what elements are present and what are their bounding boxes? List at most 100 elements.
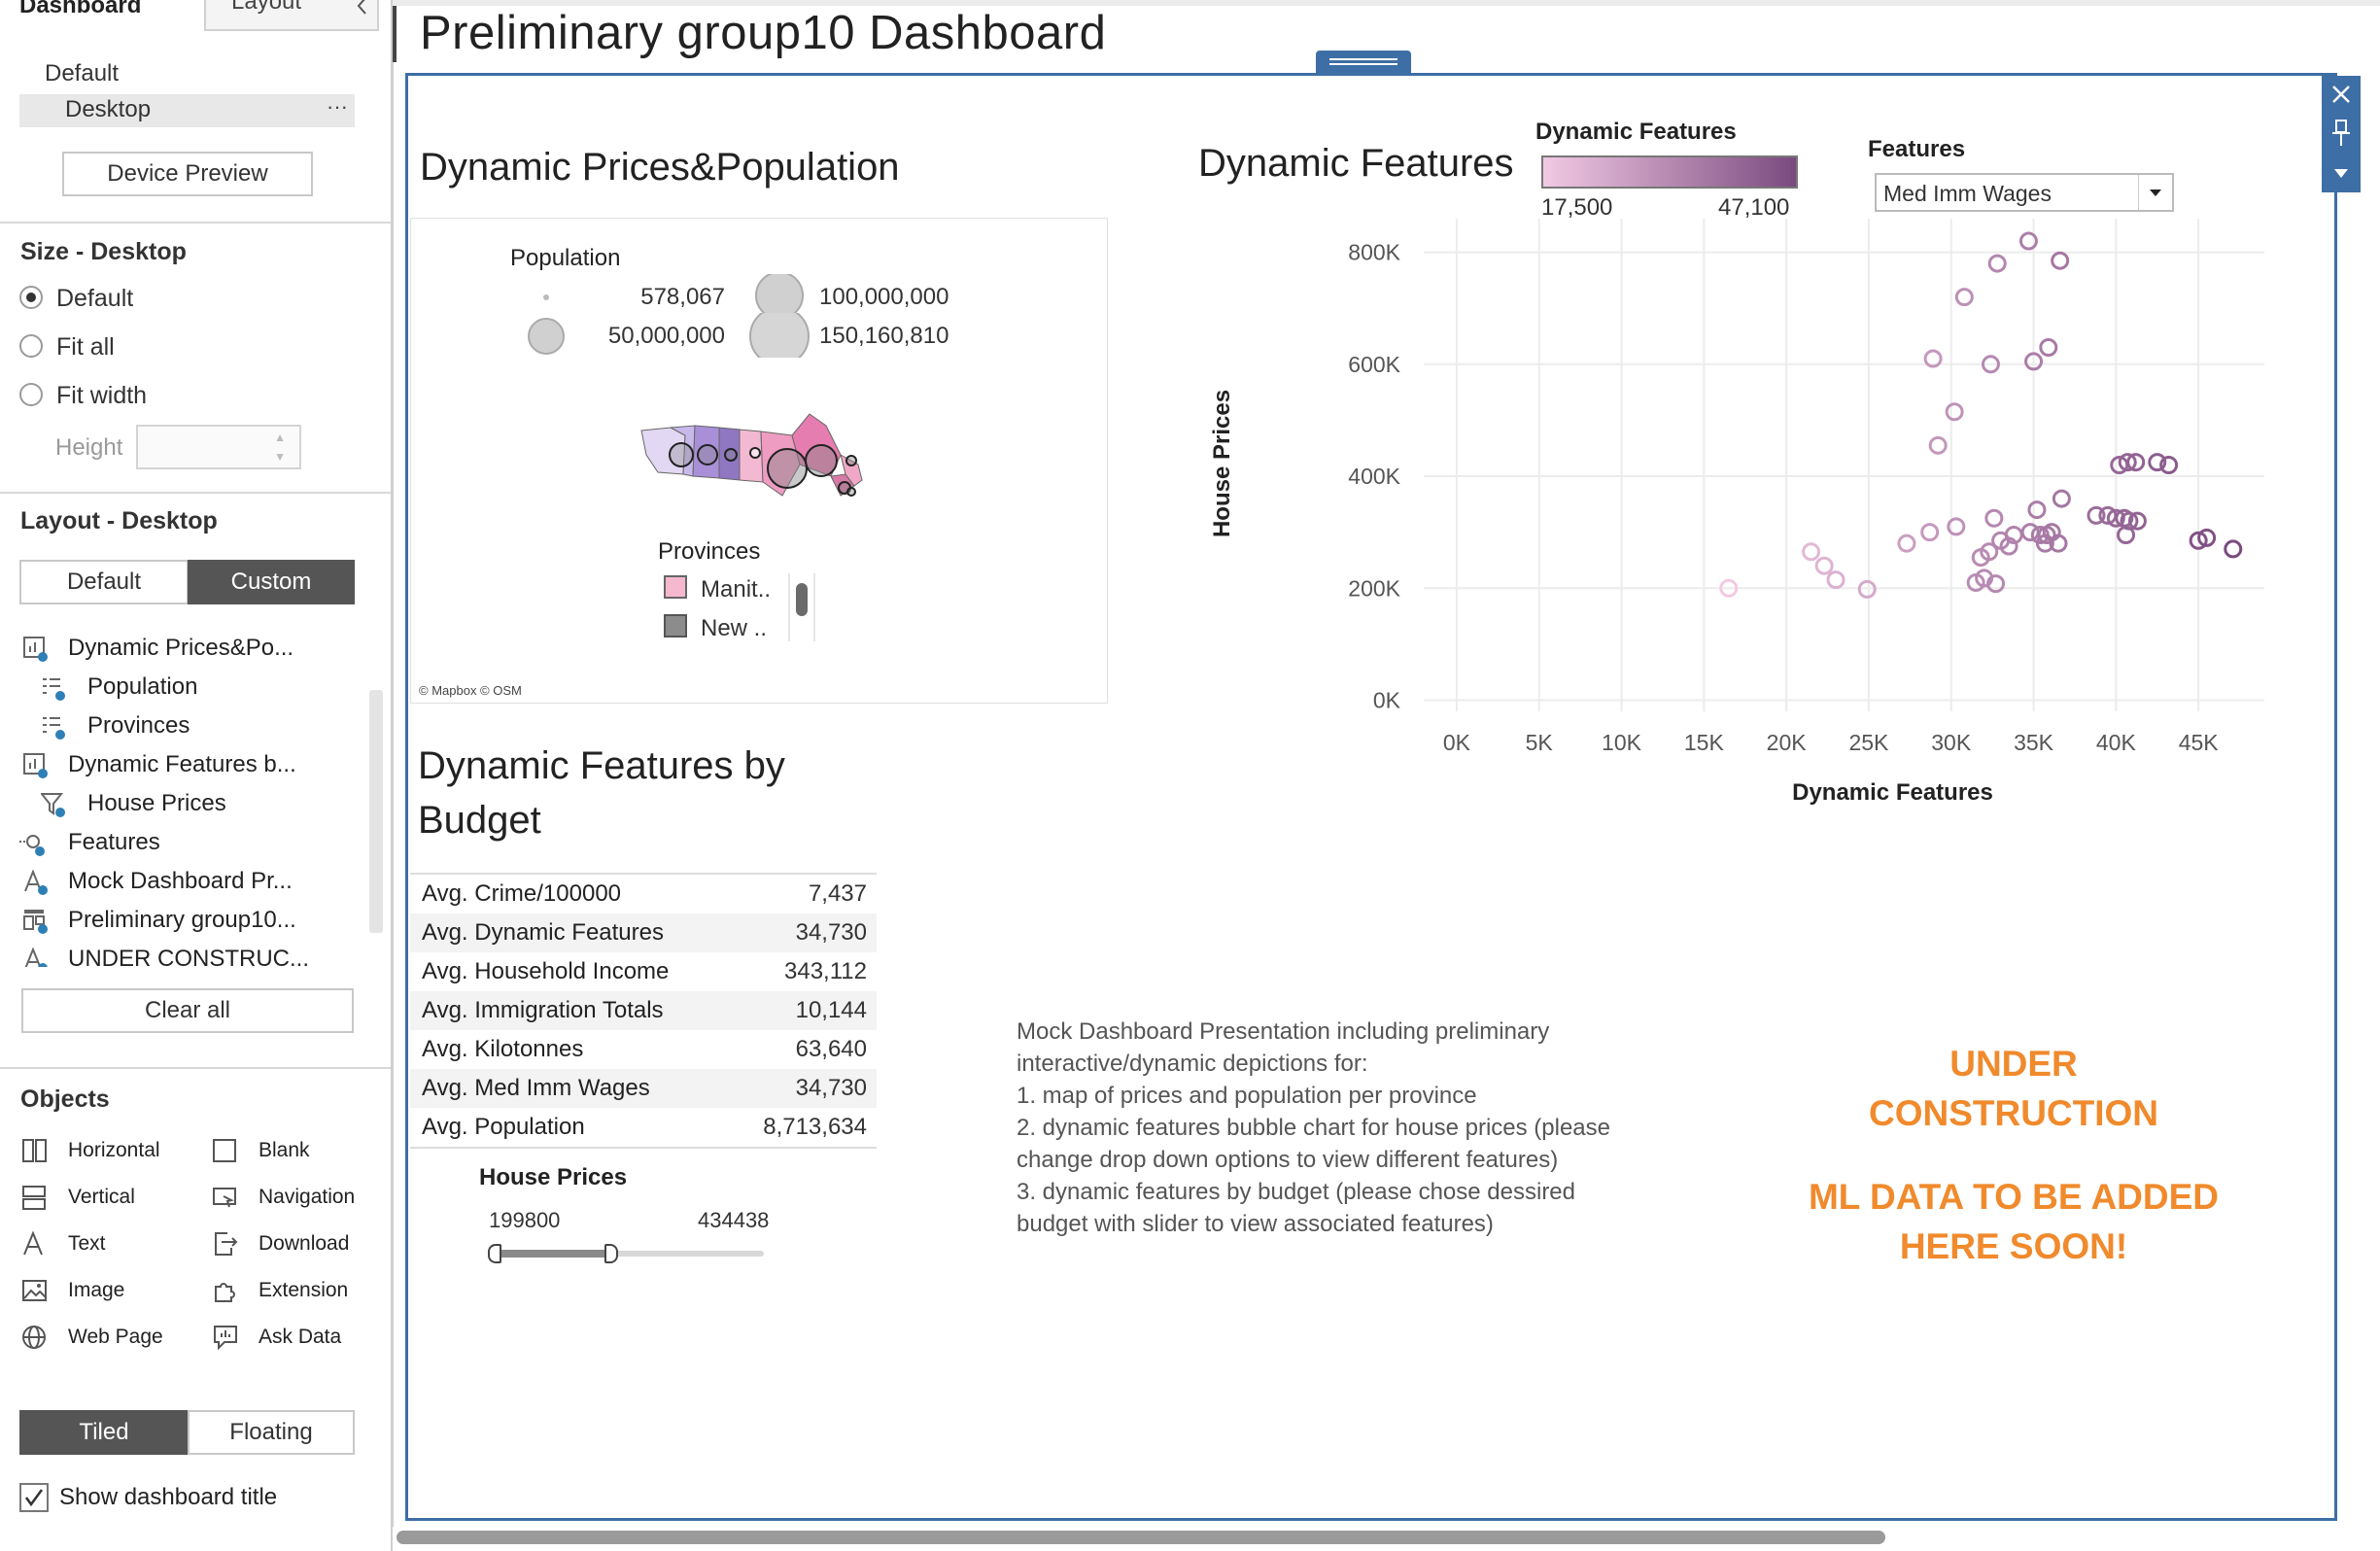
scatter-point[interactable]	[2189, 531, 2208, 550]
filter-max-value[interactable]: 434438	[698, 1208, 770, 1232]
province-legend-item[interactable]: New ..	[701, 615, 768, 641]
budget-zone-title-line1[interactable]: Dynamic Features by	[418, 744, 785, 787]
tab-layout-box[interactable]: Layout	[204, 0, 379, 31]
features-zone-title[interactable]: Dynamic Features	[1198, 142, 1514, 185]
table-row[interactable]: Avg. Dynamic Features 34,730	[410, 913, 877, 952]
dashboard-title[interactable]: Preliminary group10 Dashboard	[420, 7, 1107, 59]
horizontal-scrollbar-thumb[interactable]	[397, 1531, 1885, 1544]
clear-all-button[interactable]: Clear all	[21, 988, 354, 1033]
province-legend-item[interactable]: Manit..	[701, 576, 772, 603]
scatter-point[interactable]	[2020, 523, 2040, 542]
device-default[interactable]: Default	[45, 60, 120, 86]
table-row[interactable]: Avg. Household Income 343,112	[410, 952, 877, 991]
floating-button[interactable]: Floating	[188, 1410, 355, 1455]
range-slider-max-handle[interactable]	[604, 1244, 618, 1263]
device-desktop-row[interactable]: Desktop ···	[19, 94, 355, 127]
scatter-point[interactable]	[1826, 570, 1845, 590]
scatter-point[interactable]	[1928, 435, 1948, 455]
scatter-point[interactable]	[1947, 517, 1966, 536]
construction-line[interactable]: ML DATA TO BE ADDED	[1808, 1177, 2220, 1217]
height-input[interactable]: ▲ ▼	[136, 425, 301, 469]
pin-icon[interactable]	[2331, 119, 2351, 148]
province-swatch[interactable]	[664, 614, 687, 638]
size-fit-width-radio[interactable]	[19, 383, 43, 406]
construction-line[interactable]: CONSTRUCTION	[1868, 1093, 2159, 1133]
scatter-point[interactable]	[1986, 574, 2006, 594]
caret-down-icon[interactable]	[2331, 165, 2351, 181]
legend-scrollbar-track[interactable]	[788, 573, 815, 641]
scatter-point[interactable]	[2051, 251, 2070, 270]
scatter-point[interactable]	[2027, 500, 2047, 520]
scatter-point[interactable]	[1802, 542, 1821, 562]
scatter-point[interactable]	[2049, 534, 2068, 553]
drag-handle[interactable]	[1316, 51, 1411, 73]
scatter-point[interactable]	[2127, 511, 2147, 531]
scatter-point[interactable]	[1719, 578, 1739, 598]
scatter-point[interactable]	[2052, 489, 2071, 508]
stepper-down-icon[interactable]: ▼	[274, 450, 286, 464]
show-title-checkbox[interactable]	[19, 1483, 49, 1512]
canada-map[interactable]	[637, 406, 880, 513]
scatter-point[interactable]	[1981, 355, 2000, 374]
scatter-point[interactable]	[2120, 511, 2139, 531]
scatter-point[interactable]	[2087, 505, 2106, 525]
size-default-radio[interactable]	[19, 286, 43, 309]
scatter-point[interactable]	[2118, 453, 2137, 472]
layout-custom-button[interactable]: Custom	[188, 560, 355, 604]
close-icon[interactable]	[2330, 84, 2352, 105]
construction-line[interactable]: HERE SOON!	[1899, 1226, 2128, 1266]
legend-scrollbar-thumb[interactable]	[796, 583, 808, 616]
filter-min-value[interactable]: 199800	[489, 1208, 561, 1232]
tiled-button[interactable]: Tiled	[19, 1410, 189, 1455]
table-row[interactable]: Avg. Med Imm Wages 34,730	[410, 1069, 877, 1108]
more-options-icon[interactable]: ···	[327, 94, 348, 119]
scatter-point[interactable]	[1857, 579, 1877, 599]
scatter-point[interactable]	[2018, 231, 2038, 251]
province-swatch[interactable]	[664, 575, 687, 599]
scatter-point[interactable]	[2106, 508, 2125, 528]
table-row[interactable]: Avg. Kilotonnes 63,640	[410, 1030, 877, 1069]
tab-dashboard[interactable]: Dashboard	[19, 0, 142, 18]
scatter-point[interactable]	[2197, 528, 2217, 547]
layout-default-button[interactable]: Default	[19, 560, 189, 604]
scatter-point[interactable]	[2224, 539, 2243, 559]
scatter-point[interactable]	[1920, 523, 1940, 542]
scatter-point[interactable]	[1954, 288, 1974, 307]
color-ramp[interactable]	[1541, 155, 1798, 189]
scatter-point[interactable]	[1945, 402, 1964, 422]
presentation-note[interactable]: Mock Dashboard Presentation including pr…	[1017, 1016, 1697, 1240]
object-label: Blank	[259, 1139, 310, 1161]
features-dropdown[interactable]: Med Imm Wages	[1875, 173, 2174, 212]
dashboard-container-frame[interactable]	[405, 73, 2337, 1521]
scatter-point[interactable]	[1980, 542, 1999, 562]
scatter-point[interactable]	[2126, 453, 2146, 472]
hierarchy-scrollbar[interactable]	[369, 690, 383, 933]
range-slider-min-handle[interactable]	[488, 1244, 501, 1263]
scatter-point[interactable]	[2024, 352, 2044, 371]
size-fit-all-radio[interactable]	[19, 334, 43, 358]
scatter-point[interactable]	[1987, 254, 2007, 273]
scatter-point[interactable]	[1897, 534, 1916, 553]
stepper-up-icon[interactable]: ▲	[274, 431, 286, 444]
device-preview-button[interactable]: Device Preview	[62, 152, 313, 196]
scatter-point[interactable]	[1999, 536, 2018, 556]
scatter-point[interactable]	[2039, 338, 2058, 358]
scatter-point[interactable]	[2148, 453, 2167, 472]
scatter-point[interactable]	[1923, 349, 1943, 368]
construction-line[interactable]: UNDER	[1949, 1044, 2078, 1084]
table-row[interactable]: Avg. Population 8,713,634	[410, 1108, 877, 1147]
scatter-chart[interactable]: 0K 5K 10K 15K 20K 25K 30K 35K 40K 45K 0K 200K 400K 60…	[1166, 214, 2294, 816]
range-slider-track[interactable]	[494, 1251, 764, 1257]
map-attribution[interactable]: © Mapbox © OSM	[419, 683, 522, 698]
dropdown-button[interactable]	[2138, 175, 2172, 210]
chevron-left-icon[interactable]	[356, 0, 369, 16]
x-tick-label: 30K	[1931, 730, 1972, 755]
scatter-point[interactable]	[2159, 456, 2179, 474]
filter-icon	[41, 793, 65, 817]
table-row[interactable]: Avg. Crime/100000 7,437	[410, 875, 877, 913]
scatter-point[interactable]	[1814, 556, 1834, 575]
map-zone-title[interactable]: Dynamic Prices&Population	[420, 146, 900, 189]
scatter-point[interactable]	[1984, 508, 2004, 528]
budget-zone-title-line2[interactable]: Budget	[418, 799, 541, 842]
table-row[interactable]: Avg. Immigration Totals 10,144	[410, 991, 877, 1030]
